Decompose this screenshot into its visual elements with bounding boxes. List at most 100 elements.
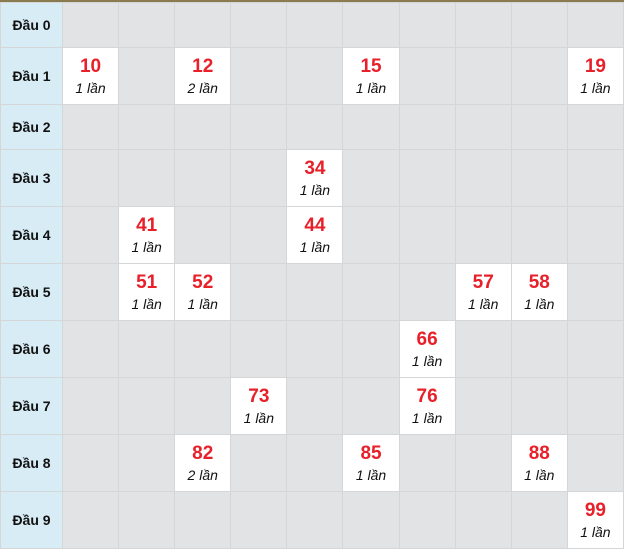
table-cell (398, 2, 456, 48)
table-cell (174, 206, 232, 264)
table-cell (174, 320, 232, 378)
table-cell (342, 491, 400, 549)
number: 41 (136, 215, 158, 236)
table-cell (286, 434, 344, 492)
table-cell: 44 1 lần (286, 206, 344, 264)
table-cell: 52 1 lần (174, 263, 232, 321)
count: 1 lần (131, 296, 162, 312)
table-cell (566, 2, 624, 48)
table-cell (510, 491, 568, 549)
number: 44 (304, 215, 326, 236)
table-cell (286, 47, 344, 105)
table-cell (61, 377, 120, 435)
table-row: Đầu 5 51 1 lần 52 1 lần 57 1 lần 58 1 lần (0, 263, 624, 321)
table-cell (118, 104, 176, 150)
table-cell (342, 263, 400, 321)
count: 1 lần (580, 80, 611, 96)
table-cell (61, 104, 120, 150)
number: 15 (360, 56, 382, 77)
table-row: Đầu 1 10 1 lần 12 2 lần 15 1 lần 19 1 lần (0, 47, 624, 105)
table-cell (566, 149, 624, 207)
table-cell (510, 47, 568, 105)
number: 52 (192, 272, 214, 293)
table-cell (510, 377, 568, 435)
table-cell (566, 320, 624, 378)
row-header: Đầu 3 (0, 149, 63, 207)
table-cell: 73 1 lần (230, 377, 288, 435)
table-cell (230, 149, 288, 207)
table-cell (398, 47, 456, 105)
table-cell (230, 491, 288, 549)
table-cell (342, 206, 400, 264)
row-header: Đầu 2 (0, 104, 63, 150)
row-header: Đầu 7 (0, 377, 63, 435)
table-cell (286, 2, 344, 48)
row-header: Đầu 0 (0, 2, 63, 48)
count: 2 lần (187, 80, 218, 96)
table-cell (566, 263, 624, 321)
table-cell: 10 1 lần (61, 47, 120, 105)
table-cell: 88 1 lần (510, 434, 568, 492)
table-cell (230, 434, 288, 492)
count: 1 lần (355, 467, 387, 483)
count: 1 lần (75, 80, 106, 96)
table-cell (510, 2, 568, 48)
row-header: Đầu 9 (0, 491, 63, 549)
table-cell (61, 434, 120, 492)
table-cell (230, 2, 288, 48)
table-cell (398, 206, 456, 264)
number: 10 (79, 56, 102, 77)
table-cell (398, 104, 456, 150)
table-cell: 66 1 lần (398, 320, 456, 378)
row-header: Đầu 1 (0, 47, 63, 105)
table-cell: 99 1 lần (566, 491, 624, 549)
table-cell (286, 377, 344, 435)
table-cell (118, 377, 176, 435)
table-cell: 58 1 lần (510, 263, 568, 321)
table-cell: 19 1 lần (566, 47, 624, 105)
count: 1 lần (299, 182, 331, 198)
table-cell (118, 47, 176, 105)
number: 76 (416, 386, 438, 407)
number: 51 (136, 272, 158, 293)
table-cell (61, 491, 120, 549)
table-row: Đầu 3 34 1 lần (0, 149, 624, 207)
table-cell (286, 320, 344, 378)
table-row: Đầu 7 73 1 lần 76 1 lần (0, 377, 624, 435)
table-cell (118, 491, 176, 549)
table-cell (342, 2, 400, 48)
table-cell (230, 263, 288, 321)
row-header: Đầu 5 (0, 263, 63, 321)
table-cell (230, 206, 288, 264)
table-cell (230, 320, 288, 378)
table-cell (398, 263, 456, 321)
table-cell (454, 47, 512, 105)
table-cell (566, 377, 624, 435)
row-header: Đầu 8 (0, 434, 63, 492)
number: 73 (248, 386, 270, 407)
number: 66 (416, 329, 438, 350)
table-cell (454, 377, 512, 435)
table-cell (510, 320, 568, 378)
table-cell (454, 149, 512, 207)
table-cell (398, 491, 456, 549)
table-row: Đầu 9 99 1 lần (0, 491, 624, 549)
table-cell (342, 377, 400, 435)
table-cell (174, 2, 232, 48)
table-cell: 85 1 lần (342, 434, 400, 492)
count: 1 lần (580, 524, 611, 540)
table-row: Đầu 2 (0, 104, 624, 150)
table-cell (286, 104, 344, 150)
table-cell: 12 2 lần (174, 47, 232, 105)
table-cell (286, 263, 344, 321)
count: 2 lần (187, 467, 218, 483)
table-cell (398, 434, 456, 492)
number: 58 (528, 272, 550, 293)
table-cell (566, 434, 624, 492)
table-row: Đầu 4 41 1 lần 44 1 lần (0, 206, 624, 264)
table-cell (61, 206, 120, 264)
number: 82 (192, 443, 214, 464)
